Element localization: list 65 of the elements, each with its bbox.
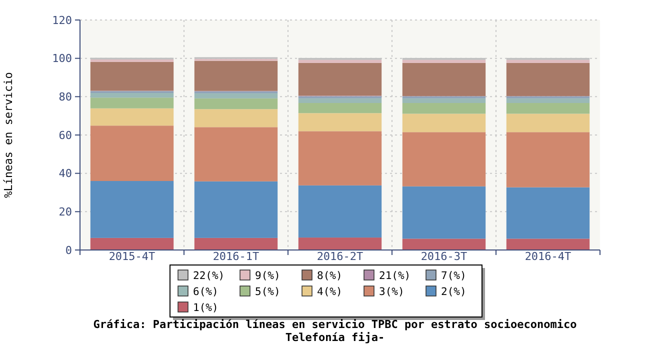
bar	[506, 238, 590, 250]
y-tick-label: 20	[58, 206, 72, 219]
x-tick-label: 2016-4T	[524, 250, 572, 263]
y-tick-label: 120	[52, 14, 72, 27]
bar	[194, 238, 278, 250]
y-tick-label: 80	[58, 90, 72, 104]
bar	[298, 113, 382, 132]
legend-label: 6(%)	[193, 286, 218, 298]
legend-label: 1(%)	[193, 302, 218, 314]
bar	[298, 62, 382, 96]
bar	[506, 102, 590, 114]
bar	[506, 62, 590, 96]
bar	[402, 102, 486, 114]
bar	[298, 131, 382, 186]
bar	[402, 186, 486, 239]
bar	[194, 109, 278, 128]
legend-label: 8(%)	[317, 270, 342, 282]
bar	[90, 108, 174, 126]
y-tick-label: 40	[58, 167, 72, 180]
legend-label: 2(%)	[441, 286, 466, 298]
y-axis-title: %Líneas en servicio	[2, 72, 15, 198]
legend-label: 22(%)	[193, 270, 225, 282]
bar	[90, 59, 174, 62]
bar	[90, 62, 174, 91]
bar	[506, 60, 590, 63]
bar	[402, 98, 486, 103]
bar	[298, 98, 382, 103]
text: Gráfica: Participación líneas en servicio TPBC por estrato socioeconomico	[93, 318, 578, 331]
bar	[194, 93, 278, 98]
bar	[402, 114, 486, 132]
bar	[298, 102, 382, 114]
x-tick-label: 2015-4T	[108, 250, 156, 263]
bar	[506, 114, 590, 132]
bar	[90, 181, 174, 238]
bar	[194, 181, 278, 238]
bar	[298, 238, 382, 250]
bar	[506, 132, 590, 188]
legend-label: 3(%)	[379, 286, 404, 298]
bar	[402, 132, 486, 186]
bar	[506, 98, 590, 103]
legend-label: 7(%)	[441, 270, 466, 282]
bar	[194, 127, 278, 182]
bar	[90, 98, 174, 108]
legend-label: 9(%)	[255, 270, 280, 282]
x-tick-label: 2016-3T	[420, 250, 468, 263]
x-tick-label: 2016-2T	[316, 250, 364, 263]
bar	[90, 126, 174, 181]
text: Telefonía fija-	[285, 331, 385, 344]
y-tick-label: 0	[65, 244, 72, 257]
bar	[402, 62, 486, 96]
legend-label: 5(%)	[255, 286, 280, 298]
bar	[298, 60, 382, 63]
bar	[90, 93, 174, 98]
bar	[402, 60, 486, 63]
y-tick-label: 100	[52, 52, 72, 66]
x-tick-label: 2016-1T	[212, 250, 260, 263]
legend-label: 4(%)	[317, 286, 342, 298]
bar	[90, 238, 174, 250]
bar	[506, 187, 590, 239]
bar	[298, 185, 382, 238]
legend-label: 21(%)	[379, 270, 411, 282]
y-tick-label: 60	[58, 128, 72, 142]
bar	[194, 60, 278, 91]
bar	[194, 98, 278, 110]
bar	[402, 238, 486, 250]
